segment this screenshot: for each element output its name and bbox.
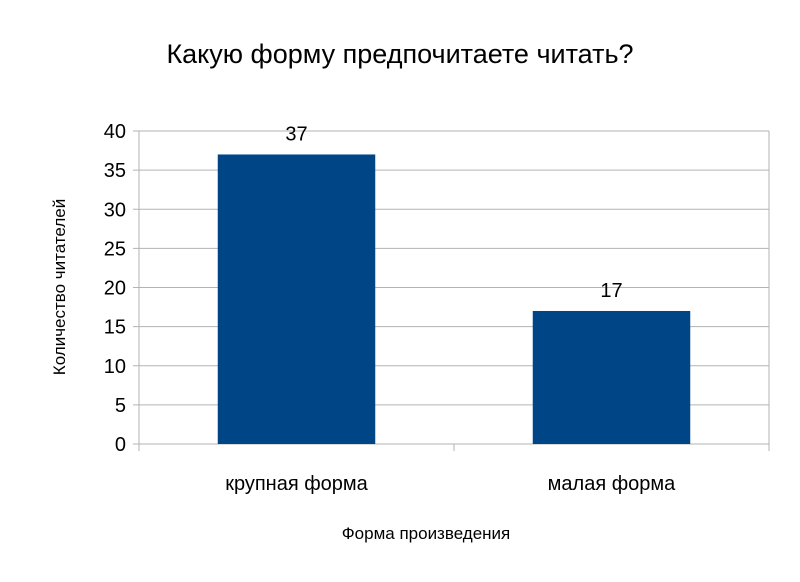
bar — [532, 310, 691, 444]
y-axis-title: Количество читателей — [50, 199, 69, 375]
y-tick-label: 5 — [115, 395, 126, 417]
y-tick-label: 30 — [104, 199, 126, 221]
bars — [217, 154, 691, 444]
x-category-label: малая форма — [548, 473, 677, 495]
y-tick-label: 10 — [104, 356, 126, 378]
y-tick-label: 40 — [104, 121, 126, 143]
x-axis-title: Форма произведения — [342, 524, 511, 543]
x-category-label: крупная форма — [225, 473, 368, 495]
bar — [217, 154, 376, 444]
y-tick-label: 25 — [104, 238, 126, 260]
bar-value-label: 17 — [600, 280, 622, 302]
chart-title: Какую форму предпочитаете читать? — [166, 39, 633, 69]
y-tick-label: 20 — [104, 278, 126, 300]
bar-value-label: 37 — [285, 123, 307, 145]
y-tick-label: 35 — [104, 160, 126, 182]
y-tick-label: 0 — [115, 434, 126, 456]
y-axis-ticks: 0 5 10 15 20 25 30 35 40 — [104, 121, 126, 456]
data-labels: 37 17 — [285, 123, 622, 302]
x-axis-categories: крупная форма малая форма — [225, 473, 676, 495]
y-tick-label: 15 — [104, 317, 126, 339]
